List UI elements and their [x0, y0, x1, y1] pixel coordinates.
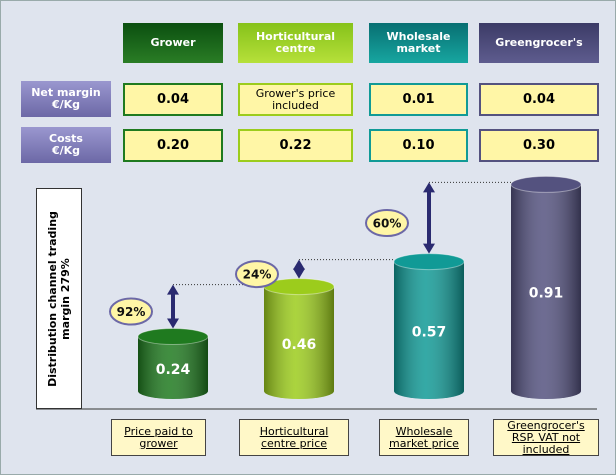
column-header: Grower [123, 23, 223, 63]
arrow-head [167, 318, 179, 329]
table-cell: 0.04 [479, 83, 599, 116]
row-label: Costs €/Kg [21, 127, 111, 163]
axis-box: Distribution channel trading margin 279% [36, 188, 82, 409]
table-cell: 0.10 [369, 129, 468, 162]
bar-value-label: 0.46 [282, 337, 317, 353]
bar-shade [511, 184, 581, 391]
bar-shade [394, 261, 464, 391]
bar-top [393, 253, 465, 271]
table-cell: 0.22 [238, 129, 353, 162]
bar-top [137, 328, 209, 346]
margin-badge [109, 297, 153, 326]
table-cell: 0.04 [123, 83, 223, 116]
table-cell: 0.30 [479, 129, 599, 162]
row-label: Net margin €/Kg [21, 81, 111, 117]
bar-top [510, 175, 582, 193]
arrow-head [167, 284, 179, 295]
bar-value-label: 0.91 [529, 286, 564, 302]
bar-value-label: 0.57 [412, 324, 447, 340]
margin-label: 60% [373, 217, 402, 231]
margin-badge [235, 260, 279, 289]
bar-shade [138, 336, 208, 391]
row-label-line: Net margin [31, 86, 101, 99]
margin-label: 24% [243, 268, 272, 282]
arrow-head [293, 259, 305, 270]
column-header: Greengrocer's [479, 23, 599, 63]
column-header: Horticultural centre [238, 23, 353, 63]
arrow-head [423, 182, 435, 193]
bar-value-label: 0.24 [156, 362, 191, 378]
row-label-line: €/Kg [51, 98, 81, 111]
category-label: Wholesale market price [379, 419, 469, 456]
arrow-head [293, 268, 305, 279]
margin-label: 92% [117, 305, 146, 319]
category-label: Horticultural centre price [239, 419, 349, 456]
category-label: Greengrocer's RSP. VAT not included [493, 419, 599, 456]
table-cell: 0.20 [123, 129, 223, 162]
row-label-line: €/Kg [51, 144, 81, 157]
bar-shade [264, 286, 334, 391]
table-cell: Grower's price included [238, 83, 353, 116]
row-label-line: Costs [49, 132, 83, 145]
arrow-head [423, 243, 435, 254]
category-label: Price paid to grower [111, 419, 206, 456]
margin-badge [365, 209, 409, 238]
column-header: Wholesale market [369, 23, 468, 63]
table-cell: 0.01 [369, 83, 468, 116]
